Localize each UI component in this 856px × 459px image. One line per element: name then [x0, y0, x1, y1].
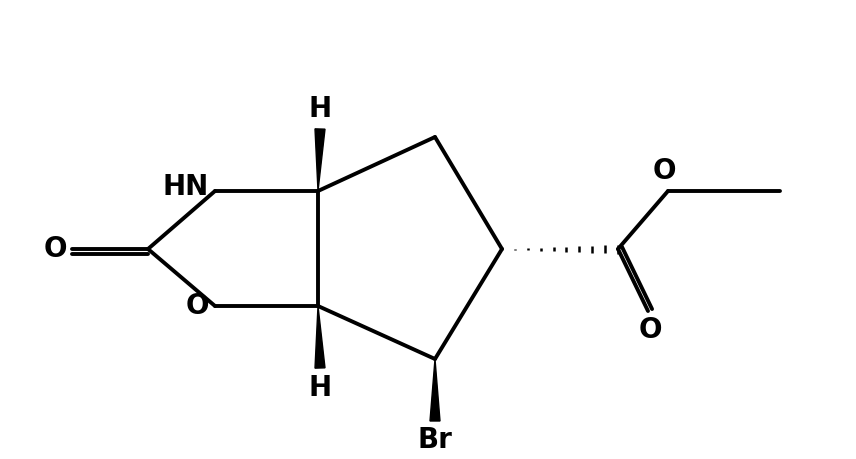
Text: Br: Br: [418, 426, 453, 454]
Text: O: O: [652, 157, 675, 185]
Polygon shape: [430, 359, 440, 421]
Text: H: H: [308, 95, 331, 123]
Text: H: H: [308, 374, 331, 402]
Text: HN: HN: [163, 173, 209, 201]
Text: O: O: [44, 235, 67, 263]
Text: O: O: [639, 316, 662, 344]
Polygon shape: [315, 306, 325, 368]
Text: O: O: [186, 292, 209, 320]
Polygon shape: [315, 129, 325, 191]
